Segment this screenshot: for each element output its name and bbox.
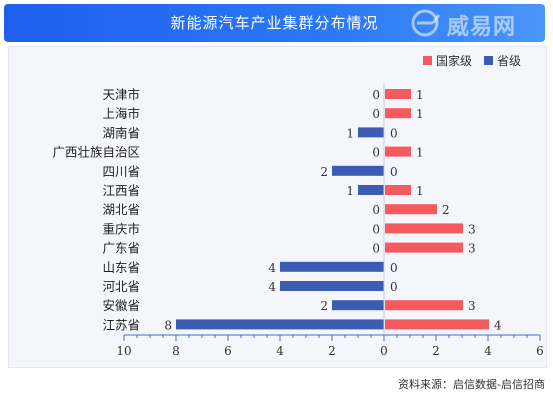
data-label-provincial: 1 — [346, 184, 354, 198]
category-label: 天津市 — [102, 87, 140, 102]
bar-national — [385, 146, 411, 157]
bar-national — [385, 223, 463, 234]
category-label: 河北省 — [102, 279, 140, 294]
data-label-national: 0 — [390, 261, 398, 275]
x-tick-label: 0 — [380, 344, 388, 358]
bar-provincial — [176, 319, 384, 330]
data-label-provincial: 1 — [346, 126, 354, 140]
category-label: 广东省 — [102, 241, 140, 256]
legend-label-provincial: 省级 — [497, 54, 521, 68]
bar-provincial — [358, 127, 384, 138]
data-label-provincial: 8 — [164, 318, 172, 332]
data-label-provincial: 2 — [320, 299, 328, 313]
bar-provincial — [280, 261, 384, 272]
data-label-national: 0 — [390, 165, 398, 179]
legend-swatch-national — [423, 56, 432, 65]
category-label: 湖南省 — [102, 125, 140, 140]
bar-national — [385, 108, 411, 119]
chart-title: 新能源汽车产业集群分布情况 — [170, 14, 379, 32]
bar-national — [385, 89, 411, 99]
bar-provincial — [332, 300, 384, 311]
data-label-provincial: 0 — [372, 203, 380, 217]
x-tick-label: 4 — [276, 344, 284, 358]
x-tick-label: 2 — [328, 344, 336, 358]
data-label-national: 0 — [390, 280, 398, 294]
bar-national — [385, 300, 463, 311]
data-label-national: 3 — [468, 222, 476, 236]
x-tick-label: 6 — [536, 344, 544, 358]
data-label-provincial: 4 — [268, 261, 276, 275]
data-label-national: 1 — [416, 184, 424, 198]
data-label-national: 2 — [442, 203, 450, 217]
title-banner: 新能源汽车产业集群分布情况 威易网 — [4, 4, 545, 42]
x-tick-label: 10 — [116, 344, 131, 358]
data-label-national: 1 — [416, 107, 424, 121]
category-label: 江苏省 — [102, 317, 140, 332]
data-label-provincial: 0 — [372, 88, 380, 102]
legend-swatch-provincial — [484, 56, 493, 65]
logo-text: 威易网 — [447, 15, 517, 40]
data-label-provincial: 0 — [372, 222, 380, 236]
bar-provincial — [358, 185, 384, 195]
x-tick-label: 6 — [224, 344, 232, 358]
category-label: 山东省 — [102, 260, 140, 275]
data-label-national: 3 — [468, 242, 476, 256]
category-label: 广西壮族自治区 — [52, 145, 140, 160]
x-tick-label: 8 — [172, 344, 180, 358]
category-label: 湖北省 — [102, 202, 140, 217]
category-label: 江西省 — [102, 183, 140, 198]
data-label-provincial: 2 — [320, 165, 328, 179]
data-label-provincial: 0 — [372, 146, 380, 160]
data-label-national: 1 — [416, 88, 424, 102]
data-label-national: 0 — [390, 126, 398, 140]
data-label-national: 3 — [468, 299, 476, 313]
legend-label-national: 国家级 — [436, 53, 472, 68]
bar-provincial — [280, 281, 384, 291]
chart-panel — [8, 46, 547, 368]
bar-national — [385, 319, 489, 330]
data-label-national: 4 — [494, 318, 502, 332]
category-label: 上海市 — [102, 106, 140, 121]
x-tick-label: 2 — [432, 344, 440, 358]
category-label: 重庆市 — [102, 221, 140, 236]
watermark-logo: 威易网 — [409, 7, 539, 40]
bar-national — [385, 185, 411, 195]
data-label-provincial: 0 — [372, 242, 380, 256]
data-label-provincial: 0 — [372, 107, 380, 121]
category-label: 安徽省 — [102, 298, 140, 313]
logo-e-icon — [411, 9, 441, 37]
source-note: 资料来源：启信数据-启信招商 — [398, 378, 545, 391]
bar-national — [385, 204, 437, 215]
data-label-national: 1 — [416, 146, 424, 160]
data-label-provincial: 4 — [268, 280, 276, 294]
bar-provincial — [332, 165, 384, 176]
category-label: 四川省 — [102, 164, 140, 179]
x-tick-label: 4 — [484, 344, 492, 358]
bar-national — [385, 242, 463, 253]
